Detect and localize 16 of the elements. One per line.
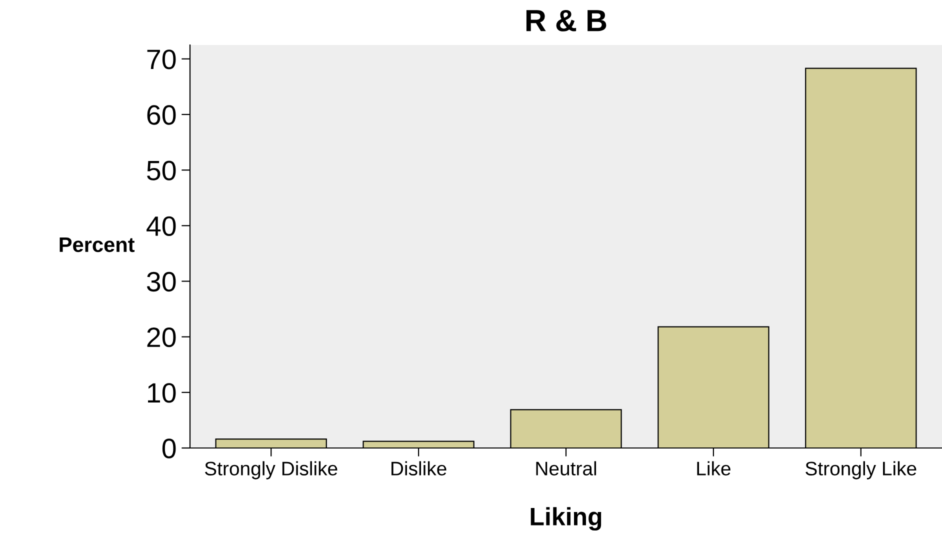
chart-title: R & B [526, 10, 606, 32]
y-tick-label: 60 [147, 105, 176, 125]
y-axis-title: Percent [60, 238, 135, 252]
y-tick-label: 30 [146, 272, 176, 292]
y-tick-label: 50 [147, 160, 176, 180]
x-tick-label: Strongly Like [806, 461, 916, 480]
y-tick-label: 20 [147, 327, 176, 348]
y-tick-label: 10 [148, 383, 176, 403]
x-tick-label: Strongly Dislike [204, 461, 338, 480]
x-tick-label: Like [697, 461, 730, 476]
x-axis-title: Liking [530, 507, 602, 531]
x-tick-label: Neutral [536, 461, 596, 476]
y-tick-label: 70 [147, 50, 176, 70]
x-tick-label: Dislike [392, 461, 446, 476]
y-tick-label: 0 [162, 438, 176, 458]
y-tick-label: 40 [146, 216, 176, 236]
